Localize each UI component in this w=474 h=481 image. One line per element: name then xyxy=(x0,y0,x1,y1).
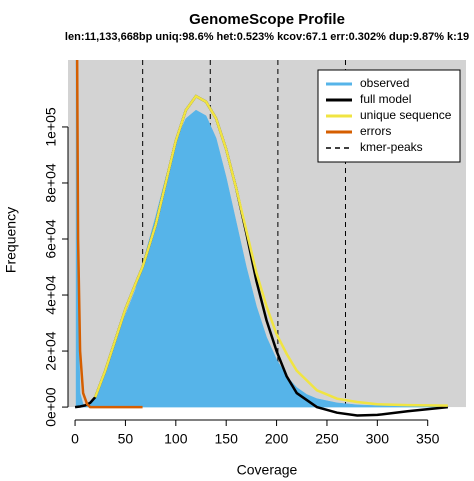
legend-label: observed xyxy=(360,76,409,90)
y-tick-label: 1e+05 xyxy=(43,107,59,147)
x-tick-label: 300 xyxy=(366,431,390,447)
chart-title: GenomeScope Profile xyxy=(189,11,345,28)
y-tick-label: 8e+04 xyxy=(43,163,59,203)
x-tick-label: 150 xyxy=(215,431,239,447)
chart-subtitle: len:11,133,668bp uniq:98.6% het:0.523% k… xyxy=(65,31,469,43)
y-tick-label: 4e+04 xyxy=(43,275,59,315)
y-tick-label: 2e+04 xyxy=(43,331,59,371)
x-axis-label: Coverage xyxy=(237,462,298,478)
legend-label: full model xyxy=(360,92,411,106)
legend-label: kmer-peaks xyxy=(360,140,423,154)
x-tick-label: 200 xyxy=(265,431,289,447)
series-line xyxy=(75,60,143,409)
x-tick-label: 0 xyxy=(71,431,79,447)
x-tick-label: 100 xyxy=(164,431,188,447)
legend-label: unique sequence xyxy=(360,108,452,122)
plot-area xyxy=(74,60,449,417)
y-tick-label: 6e+04 xyxy=(43,219,59,259)
y-axis-label: Frequency xyxy=(3,207,19,273)
y-tick-label: 0e+00 xyxy=(43,387,59,427)
x-tick-label: 250 xyxy=(315,431,339,447)
series-line xyxy=(94,94,448,407)
observed-area xyxy=(75,60,449,408)
legend-label: errors xyxy=(360,124,391,138)
x-tick-label: 50 xyxy=(118,431,134,447)
x-tick-label: 350 xyxy=(416,431,440,447)
